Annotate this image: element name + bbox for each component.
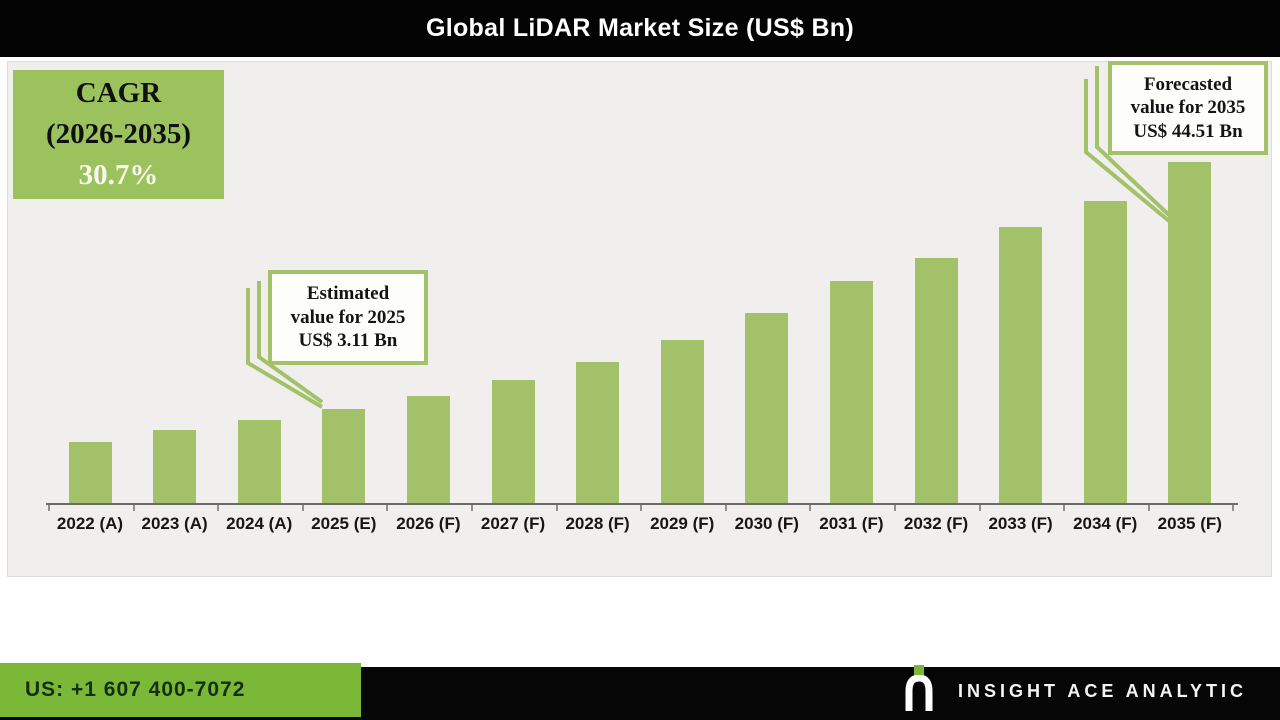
axis-tick [386, 505, 389, 511]
brand-name: INSIGHT ACE ANALYTIC [958, 681, 1248, 701]
logo-green-dot [914, 665, 924, 675]
page-title: Global LiDAR Market Size (US$ Bn) [425, 14, 854, 42]
axis-label-2029: 2029 (F) [650, 514, 715, 533]
axis-tick [640, 505, 643, 511]
axis-tick [1147, 505, 1150, 511]
forecasted-value-callout: Forecasted value for 2035 US$ 44.51 Bn [1108, 61, 1268, 155]
bar-2035 [1168, 162, 1212, 503]
bar-2032 [914, 258, 958, 503]
footer-phone-block: US: +1 607 400-7072 [0, 663, 361, 717]
axis-tick [217, 505, 220, 511]
axis-tick [48, 505, 50, 511]
bar-2028 [576, 362, 620, 503]
estimated-line-2: value for 2025 [290, 306, 406, 328]
axis-label-2030: 2030 (F) [734, 514, 799, 533]
insight-ace-logo-icon [902, 663, 936, 713]
axis-label-2034: 2034 (F) [1073, 514, 1138, 533]
cagr-title: CAGR [75, 77, 162, 109]
forecasted-line-2: value for 2035 [1130, 97, 1246, 119]
bar-2031 [829, 281, 873, 503]
bar-2023 [153, 430, 197, 503]
axis-label-2033: 2033 (F) [988, 514, 1053, 533]
axis-label-2031: 2031 (F) [819, 514, 884, 533]
axis-tick [724, 505, 727, 511]
bar-2030 [745, 313, 789, 503]
cagr-value: 30.7% [78, 159, 159, 191]
bar-2026 [406, 396, 450, 503]
axis-label-2024: 2024 (A) [226, 514, 293, 533]
estimated-line-3: US$ 3.11 Bn [298, 330, 398, 352]
axis-tick [1232, 505, 1235, 511]
estimated-value-callout: Estimated value for 2025 US$ 3.11 Bn [268, 270, 428, 365]
axis-label-2023: 2023 (A) [141, 514, 208, 533]
cagr-range: (2026-2035) [46, 118, 191, 150]
bar-2027 [491, 380, 535, 503]
axis-label-2028: 2028 (F) [565, 514, 630, 533]
bar-2025 [322, 409, 366, 503]
market-contributors-strip: Market Contributors: S HESAI robosense S… [0, 578, 1280, 667]
estimated-line-1: Estimated [306, 283, 390, 305]
axis-label-2035: 2035 (F) [1157, 514, 1222, 533]
axis-tick [555, 505, 558, 511]
axis-label-2022: 2022 (A) [56, 514, 124, 533]
axis-tick [471, 505, 473, 511]
axis-label-2026: 2026 (F) [396, 514, 461, 533]
title-bar: Global LiDAR Market Size (US$ Bn) [0, 0, 1280, 57]
axis-tick [301, 505, 304, 511]
bar-2034 [1083, 201, 1127, 503]
bar-2033 [999, 227, 1043, 503]
axis-tick [132, 505, 135, 511]
axis-label-2027: 2027 (F) [480, 514, 546, 533]
axis-label-2032: 2032 (F) [903, 514, 969, 533]
bar-2024 [237, 420, 281, 503]
axis-tick [809, 505, 812, 511]
axis-tick [978, 505, 981, 511]
x-axis-line [46, 503, 1238, 505]
bar-2022 [68, 442, 112, 503]
bar-2029 [660, 340, 704, 503]
insight-ace-brand: INSIGHT ACE ANALYTIC [902, 663, 1247, 713]
forecasted-line-1: Forecasted [1143, 73, 1233, 95]
phone-number: US: +1 607 400-7072 [25, 678, 246, 701]
axis-tick [894, 505, 896, 511]
axis-label-2025: 2025 (E) [311, 514, 377, 533]
forecasted-line-3: US$ 44.51 Bn [1133, 120, 1243, 142]
cagr-box: CAGR (2026-2035) 30.7% [13, 70, 224, 199]
axis-tick [1063, 505, 1066, 511]
